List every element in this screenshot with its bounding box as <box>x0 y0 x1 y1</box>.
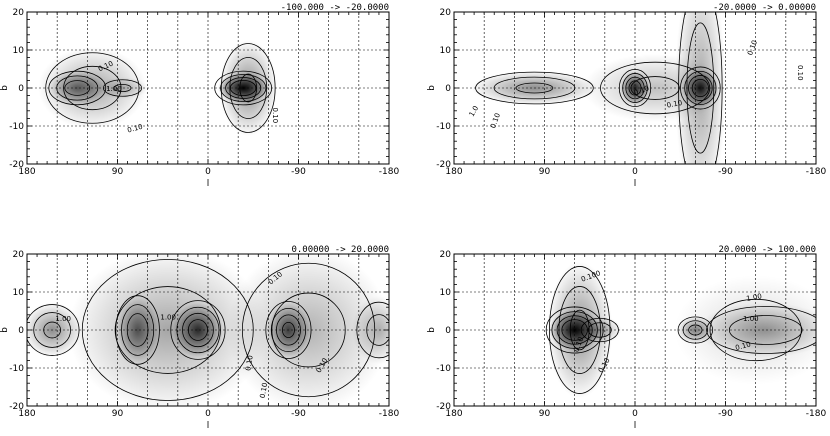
x-tick-label: 180 <box>18 409 35 419</box>
y-tick-label: -10 <box>9 364 24 374</box>
intensity-blob <box>674 275 816 385</box>
contour-line <box>282 322 295 338</box>
x-tick-label: 0 <box>632 409 638 419</box>
contour-label: 1.00 <box>106 85 122 93</box>
x-tick-label: -180 <box>806 409 827 419</box>
contour-line <box>229 57 268 119</box>
contour-line <box>691 78 709 98</box>
contour-label: 1.00 <box>743 315 759 323</box>
y-tick-label: -20 <box>436 160 451 170</box>
x-tick-label: -180 <box>379 167 400 177</box>
x-axis-label: l <box>634 421 637 431</box>
contour-line <box>600 61 711 115</box>
plot-area: 1.000.100.100.101.000.10 <box>27 254 389 406</box>
y-tick-label: 0 <box>18 84 24 94</box>
x-tick-label: 90 <box>112 167 124 177</box>
panel-title: 20.0000 -> 100.000 <box>718 245 816 255</box>
x-tick-label: 90 <box>112 409 124 419</box>
contour-label: 0.10 <box>666 99 683 110</box>
panel-title: -100.000 -> -20.0000 <box>281 3 389 13</box>
y-tick-label: 0 <box>18 326 24 336</box>
plot-area: 0.100.100.100.100.101.0 <box>454 12 816 164</box>
y-tick-label: 0 <box>445 326 451 336</box>
panel-title: 0.00000 -> 20.0000 <box>291 245 389 255</box>
contour-label: 0.10 <box>489 112 502 129</box>
x-tick-label: 180 <box>445 167 462 177</box>
y-axis-label: b <box>0 327 10 333</box>
contour-label: 0.10 <box>259 382 270 399</box>
x-tick-label: 0 <box>632 167 638 177</box>
x-tick-label: 180 <box>18 167 35 177</box>
contour-label: 1.00 <box>746 292 763 303</box>
contour-label: 0.10 <box>746 39 759 56</box>
y-tick-label: 0 <box>445 84 451 94</box>
y-tick-label: -20 <box>9 160 24 170</box>
contour-line <box>113 83 132 93</box>
contour-label: 0.10 <box>127 123 144 135</box>
contour-line <box>170 300 226 360</box>
y-tick-label: 20 <box>440 8 452 18</box>
contour-label: 0.10 <box>271 108 279 124</box>
contour-label: 0.10 <box>735 340 752 352</box>
x-tick-label: 0 <box>205 167 211 177</box>
contour-label: 0.10 <box>796 65 804 81</box>
x-tick-label: 90 <box>539 167 551 177</box>
contour-label: 1.00 <box>55 315 71 323</box>
x-tick-label: 0 <box>205 409 211 419</box>
contour-label: 1.00 <box>160 313 176 321</box>
x-axis-label: l <box>634 179 637 189</box>
contour-line <box>684 70 717 106</box>
x-tick-label: -90 <box>291 409 306 419</box>
contour-label: 1.0 <box>468 104 480 118</box>
y-tick-label: 20 <box>440 250 452 260</box>
contour-line <box>515 82 554 94</box>
y-axis-label: b <box>427 327 437 333</box>
y-tick-label: -10 <box>436 122 451 132</box>
y-tick-label: 10 <box>440 288 452 298</box>
y-axis-label: b <box>0 85 10 91</box>
y-tick-label: 10 <box>13 46 25 56</box>
contour-line <box>688 75 713 101</box>
contour-line <box>182 312 214 348</box>
x-axis-label: l <box>207 179 210 189</box>
y-tick-label: 20 <box>13 250 25 260</box>
x-tick-label: -180 <box>379 409 400 419</box>
x-tick-label: 90 <box>539 409 551 419</box>
y-tick-label: 20 <box>13 8 25 18</box>
x-tick-label: -90 <box>291 167 306 177</box>
y-tick-label: -20 <box>9 402 24 412</box>
y-tick-label: -10 <box>436 364 451 374</box>
y-tick-label: -10 <box>9 122 24 132</box>
x-tick-label: 180 <box>445 409 462 419</box>
x-tick-label: -180 <box>806 167 827 177</box>
y-tick-label: 10 <box>440 46 452 56</box>
y-tick-label: 10 <box>13 288 25 298</box>
contour-label: 0.10 <box>244 355 255 372</box>
contour-line <box>366 314 389 346</box>
intensity-blob <box>97 77 148 99</box>
plot-area: 0.101.000.100.10 <box>27 12 389 164</box>
contour-line <box>241 262 376 398</box>
x-tick-label: -90 <box>718 167 733 177</box>
y-axis-label: b <box>427 85 437 91</box>
contour-line <box>549 266 611 394</box>
contour-line <box>121 304 155 356</box>
contour-line <box>81 259 254 401</box>
x-axis-label: l <box>207 421 210 431</box>
contour-line <box>680 66 721 110</box>
x-tick-label: -90 <box>718 409 733 419</box>
panel-title: -20.0000 -> 0.00000 <box>713 3 816 13</box>
contour-line <box>33 312 71 348</box>
y-tick-label: -20 <box>436 402 451 412</box>
